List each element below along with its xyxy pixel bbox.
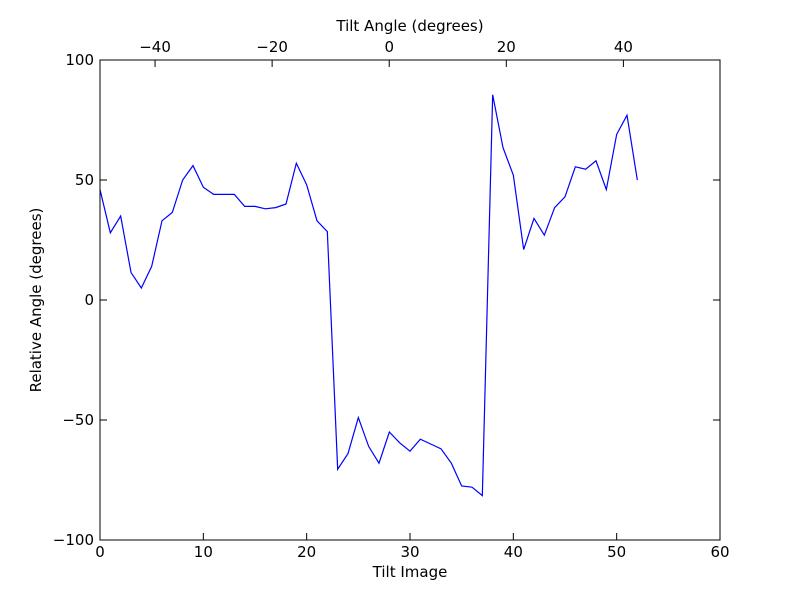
top-x-tick-label: 40: [614, 38, 633, 56]
plot-background: [100, 60, 720, 540]
top-x-tick-label: 20: [497, 38, 516, 56]
y-tick-label: 50: [75, 171, 94, 189]
top-x-axis-label: Tilt Angle (degrees): [335, 17, 483, 35]
x-axis-label: Tilt Image: [372, 563, 448, 581]
series-line: [99, 94, 638, 497]
x-tick-label: 20: [297, 543, 316, 561]
axis-ticks: 0 10 20 30 40 50 60 −100 −50 0 50 100 −40 −20 0 20 40: [53, 38, 730, 561]
top-x-tick-label: −20: [256, 38, 288, 56]
x-tick-label: 10: [194, 543, 213, 561]
top-x-tick-label: 0: [384, 38, 394, 56]
x-tick-label: 50: [607, 543, 626, 561]
y-tick-label: 100: [65, 51, 94, 69]
plot-frame: [99, 59, 721, 541]
x-tick-label: 0: [95, 543, 105, 561]
top-x-tick-label: −40: [139, 38, 171, 56]
x-tick-label: 60: [710, 543, 729, 561]
y-tick-label: −50: [62, 411, 94, 429]
y-tick-label: −100: [53, 531, 94, 549]
x-tick-label: 40: [504, 543, 523, 561]
y-axis-label: Relative Angle (degrees): [27, 208, 45, 393]
y-tick-label: 0: [84, 291, 94, 309]
x-tick-label: 30: [400, 543, 419, 561]
